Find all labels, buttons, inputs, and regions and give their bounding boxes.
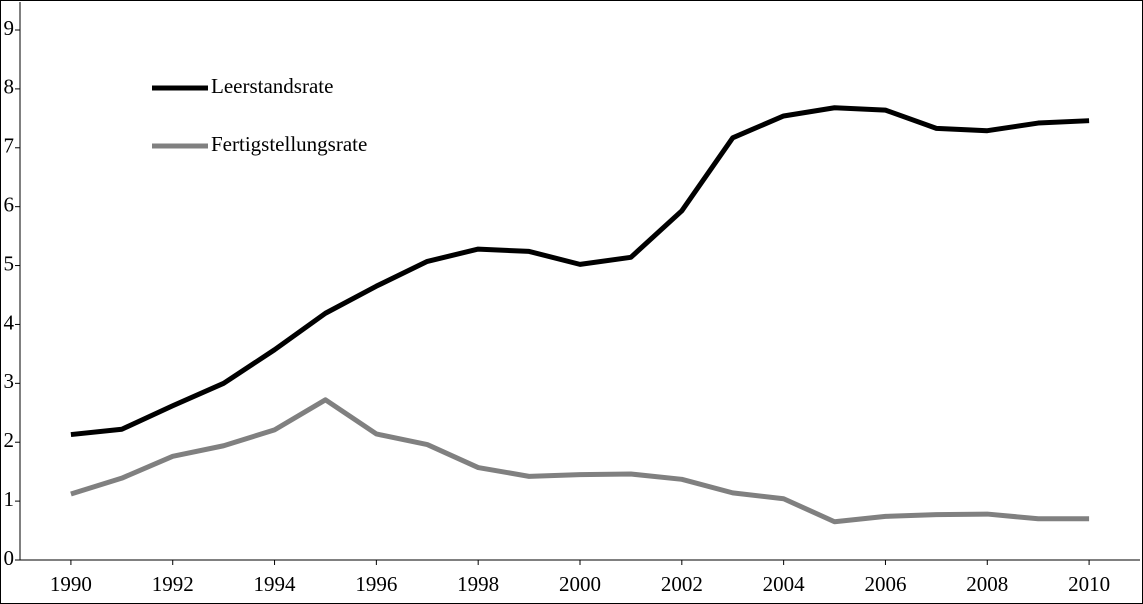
x-tick-label: 2010 xyxy=(1068,572,1110,596)
x-tick-label: 2000 xyxy=(559,572,601,596)
x-tick-label: 1994 xyxy=(254,572,297,596)
x-tick-label: 1998 xyxy=(457,572,499,596)
x-tick-label: 1996 xyxy=(355,572,397,596)
x-tick-label: 2006 xyxy=(864,572,906,596)
x-tick-label: 1990 xyxy=(50,572,92,596)
y-tick-label: 4 xyxy=(4,310,15,334)
y-tick-label: 0 xyxy=(4,546,15,570)
series-line xyxy=(70,105,1090,438)
x-tick-label: 2002 xyxy=(661,572,703,596)
x-tick-label: 2008 xyxy=(966,572,1008,596)
legend-label: Fertigstellungsrate xyxy=(211,132,367,156)
y-tick-label: 7 xyxy=(4,134,15,158)
y-tick-label: 8 xyxy=(4,75,15,99)
y-tick-label: 9 xyxy=(4,16,15,40)
x-tick-label: 2004 xyxy=(763,572,806,596)
y-tick-label: 6 xyxy=(4,192,15,216)
y-tick-label: 3 xyxy=(4,369,15,393)
series-line xyxy=(70,397,1090,525)
legend-label: Leerstandsrate xyxy=(211,74,333,98)
x-tick-label: 1992 xyxy=(152,572,194,596)
y-tick-label: 2 xyxy=(4,428,15,452)
y-tick-label: 5 xyxy=(4,251,15,275)
y-tick-label: 1 xyxy=(4,487,15,511)
